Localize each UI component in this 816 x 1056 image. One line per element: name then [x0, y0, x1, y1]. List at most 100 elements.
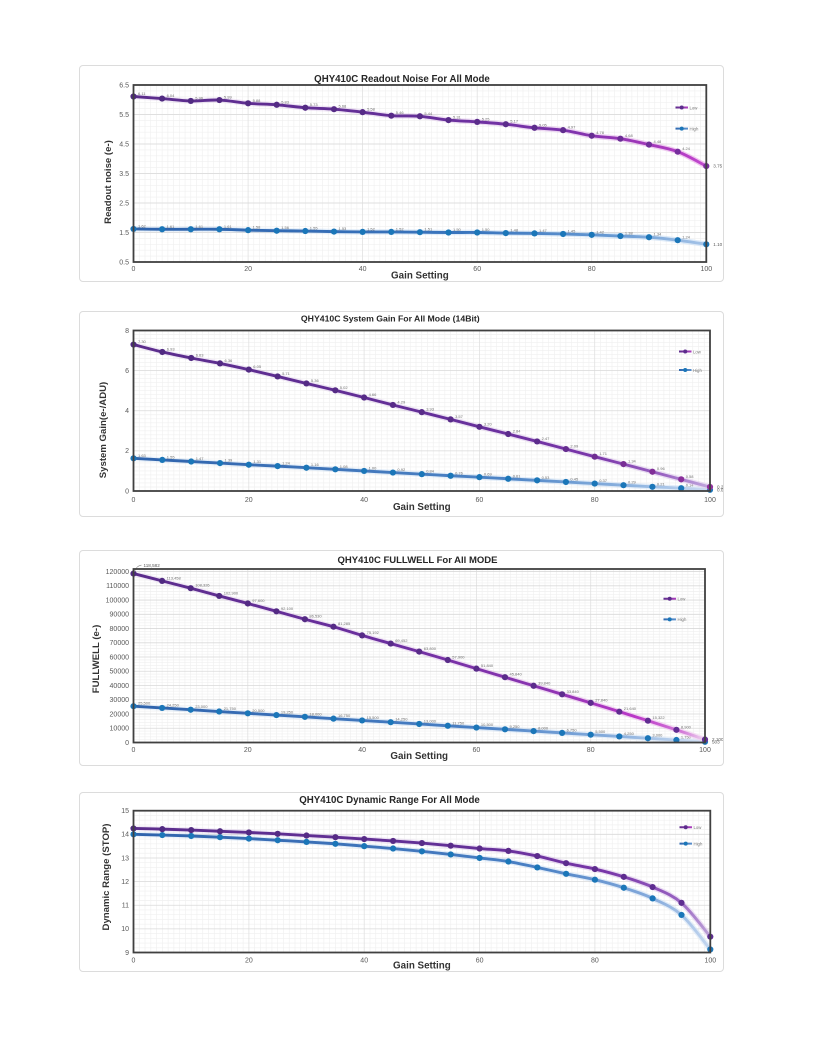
- svg-text:100: 100: [699, 747, 711, 754]
- svg-text:6.93: 6.93: [167, 346, 176, 351]
- svg-text:1.52: 1.52: [396, 226, 405, 231]
- svg-text:100: 100: [704, 497, 716, 504]
- svg-text:1.31: 1.31: [253, 459, 262, 464]
- svg-text:5.5: 5.5: [119, 112, 129, 119]
- svg-text:4.66: 4.66: [369, 392, 378, 397]
- svg-text:2.5: 2.5: [119, 200, 129, 207]
- svg-text:0.37: 0.37: [599, 478, 608, 483]
- svg-text:9,250: 9,250: [510, 724, 521, 729]
- svg-text:21,750: 21,750: [224, 706, 237, 711]
- svg-text:System Gain(e-/ADU): System Gain(e-/ADU): [98, 382, 109, 479]
- svg-text:2,100: 2,100: [712, 737, 724, 742]
- svg-text:14: 14: [121, 832, 129, 839]
- svg-text:21,640: 21,640: [624, 706, 637, 711]
- svg-text:5.88: 5.88: [253, 98, 262, 103]
- svg-text:Gain Setting: Gain Setting: [393, 502, 451, 513]
- svg-text:40: 40: [360, 497, 368, 504]
- svg-text:0.61: 0.61: [513, 473, 522, 478]
- svg-text:3.57: 3.57: [455, 414, 464, 419]
- svg-text:Gain Setting: Gain Setting: [391, 271, 449, 282]
- svg-text:120000: 120000: [106, 569, 129, 576]
- svg-text:30000: 30000: [110, 697, 130, 704]
- svg-text:1.50: 1.50: [453, 227, 462, 232]
- svg-text:33,840: 33,840: [567, 689, 580, 694]
- svg-text:1.55: 1.55: [167, 454, 176, 459]
- svg-text:40: 40: [359, 266, 367, 273]
- svg-text:3,000: 3,000: [652, 733, 663, 738]
- svg-text:51,840: 51,840: [481, 663, 494, 668]
- svg-text:1.61: 1.61: [195, 224, 204, 229]
- svg-text:6.63: 6.63: [196, 352, 205, 357]
- svg-text:80: 80: [587, 747, 595, 754]
- svg-text:20: 20: [245, 497, 253, 504]
- svg-text:0.29: 0.29: [628, 480, 637, 485]
- svg-text:5,500: 5,500: [595, 729, 606, 734]
- svg-text:1.50: 1.50: [482, 227, 491, 232]
- svg-text:QHY410C System Gain For All Mo: QHY410C System Gain For All Mode (14Bit): [301, 314, 480, 324]
- svg-text:100000: 100000: [106, 597, 129, 604]
- svg-text:57,900: 57,900: [452, 655, 465, 660]
- svg-text:108,326: 108,326: [195, 583, 210, 588]
- svg-text:Low: Low: [693, 349, 702, 354]
- svg-text:6.04: 6.04: [167, 93, 176, 98]
- svg-text:1.56: 1.56: [281, 225, 290, 230]
- svg-text:6: 6: [125, 368, 129, 375]
- svg-text:20,500: 20,500: [252, 708, 265, 713]
- svg-text:Gain Setting: Gain Setting: [390, 751, 448, 762]
- svg-text:QHY410C Dynamic Range For All: QHY410C Dynamic Range For All Mode: [299, 795, 480, 806]
- svg-text:69,452: 69,452: [395, 638, 408, 643]
- svg-text:2.47: 2.47: [542, 436, 551, 441]
- svg-text:4.78: 4.78: [596, 130, 605, 135]
- svg-text:5.31: 5.31: [453, 115, 462, 120]
- svg-text:60: 60: [476, 497, 484, 504]
- svg-text:40: 40: [358, 747, 366, 754]
- svg-text:20: 20: [244, 747, 252, 754]
- svg-text:5.05: 5.05: [539, 122, 548, 127]
- svg-text:86,530: 86,530: [309, 614, 322, 619]
- svg-text:0.84: 0.84: [426, 469, 435, 474]
- svg-text:5.83: 5.83: [281, 99, 290, 104]
- svg-text:High: High: [694, 841, 703, 846]
- svg-text:1.61: 1.61: [167, 224, 176, 229]
- svg-text:0: 0: [132, 958, 136, 965]
- svg-text:16,750: 16,750: [338, 713, 351, 718]
- svg-text:70000: 70000: [110, 640, 130, 647]
- svg-text:19,250: 19,250: [281, 710, 294, 715]
- svg-text:50000: 50000: [110, 669, 130, 676]
- svg-text:0.53: 0.53: [542, 475, 551, 480]
- svg-text:4.68: 4.68: [625, 133, 634, 138]
- svg-text:60000: 60000: [110, 654, 130, 661]
- svg-text:4.48: 4.48: [654, 139, 663, 144]
- svg-text:1.10: 1.10: [713, 242, 722, 247]
- svg-text:60: 60: [476, 958, 484, 965]
- svg-text:60: 60: [473, 266, 481, 273]
- svg-text:1.00: 1.00: [369, 465, 378, 470]
- svg-text:5.25: 5.25: [482, 116, 491, 121]
- svg-text:6.36: 6.36: [225, 358, 234, 363]
- svg-text:1.24: 1.24: [282, 461, 291, 466]
- svg-text:1.38: 1.38: [625, 231, 634, 236]
- svg-text:0.20: 0.20: [717, 484, 724, 489]
- svg-text:20000: 20000: [110, 711, 130, 718]
- svg-text:1.16: 1.16: [311, 462, 320, 467]
- svg-text:1.5: 1.5: [119, 230, 129, 237]
- svg-text:18,000: 18,000: [309, 711, 322, 716]
- svg-text:1.55: 1.55: [310, 226, 319, 231]
- svg-text:0: 0: [132, 266, 136, 273]
- svg-text:4.24: 4.24: [682, 146, 691, 151]
- svg-text:4: 4: [125, 408, 129, 415]
- svg-text:0.14: 0.14: [686, 483, 695, 488]
- svg-text:0: 0: [125, 740, 129, 747]
- svg-text:5.36: 5.36: [311, 378, 320, 383]
- svg-text:80: 80: [591, 497, 599, 504]
- svg-text:110000: 110000: [106, 583, 129, 590]
- svg-text:1.08: 1.08: [340, 464, 349, 469]
- svg-text:1.63: 1.63: [138, 453, 147, 458]
- svg-text:23,000: 23,000: [195, 704, 208, 709]
- svg-text:1.62: 1.62: [138, 223, 147, 228]
- svg-text:14,250: 14,250: [395, 717, 408, 722]
- svg-text:FULLWELL (e-): FULLWELL (e-): [91, 625, 102, 694]
- svg-text:8: 8: [125, 328, 129, 335]
- svg-text:6.05: 6.05: [253, 364, 262, 369]
- svg-text:0.5: 0.5: [119, 259, 129, 266]
